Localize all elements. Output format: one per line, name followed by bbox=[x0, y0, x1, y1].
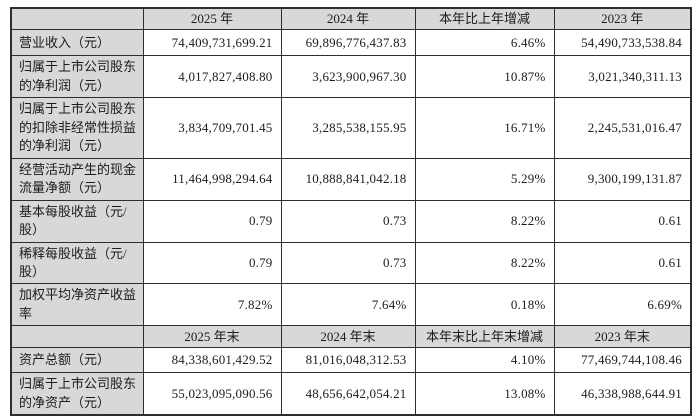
revenue-2024: 69,896,776,437.83 bbox=[280, 29, 416, 57]
table-row-weighted-avg-roe: 加权平均净资产收益率 7.82% 7.64% 0.18% 6.69% bbox=[10, 283, 692, 327]
roe-2023: 6.69% bbox=[553, 283, 692, 327]
deducted-net-profit-2024: 3,285,538,155.95 bbox=[280, 97, 416, 159]
net-profit-yoy: 10.87% bbox=[414, 55, 555, 99]
roe-2024: 7.64% bbox=[280, 283, 416, 327]
revenue-2023: 54,490,733,538.84 bbox=[553, 29, 692, 57]
corner-cell-year-end bbox=[10, 325, 144, 349]
col-header-year-end-change: 本年末比上年末增减 bbox=[414, 325, 555, 349]
row-label-basic-eps: 基本每股收益（元/股） bbox=[10, 199, 144, 243]
table-row-operating-cash-flow: 经营活动产生的现金流量净额（元） 11,464,998,294.64 10,88… bbox=[10, 157, 692, 201]
net-profit-2025: 4,017,827,408.80 bbox=[142, 55, 282, 99]
table-row-total-assets: 资产总额（元） 84,338,601,429.52 81,016,048,312… bbox=[10, 347, 692, 374]
row-label-net-assets: 归属于上市公司股东的净资产（元） bbox=[10, 372, 144, 416]
row-label-total-assets: 资产总额（元） bbox=[10, 347, 144, 374]
roe-2025: 7.82% bbox=[142, 283, 282, 327]
net-profit-2023: 3,021,340,311.13 bbox=[553, 55, 692, 99]
table-row-revenue: 营业收入（元） 74,409,731,699.21 69,896,776,437… bbox=[10, 29, 692, 57]
row-label-revenue: 营业收入（元） bbox=[10, 29, 144, 57]
table-row-net-assets: 归属于上市公司股东的净资产（元） 55,023,095,090.56 48,65… bbox=[10, 372, 692, 416]
basic-eps-2024: 0.73 bbox=[280, 199, 416, 243]
col-header-2023: 2023 年 bbox=[553, 7, 692, 31]
net-assets-2024: 48,656,642,054.21 bbox=[280, 372, 416, 416]
col-header-2023-end: 2023 年末 bbox=[553, 325, 692, 349]
deducted-net-profit-yoy: 16.71% bbox=[414, 97, 555, 159]
total-assets-yoy: 4.10% bbox=[414, 347, 555, 374]
table-row-basic-eps: 基本每股收益（元/股） 0.79 0.73 8.22% 0.61 bbox=[10, 199, 692, 243]
deducted-net-profit-2023: 2,245,531,016.47 bbox=[553, 97, 692, 159]
table-row-diluted-eps: 稀释每股收益（元/股） 0.79 0.73 8.22% 0.61 bbox=[10, 241, 692, 285]
diluted-eps-yoy: 8.22% bbox=[414, 241, 555, 285]
table-row-deducted-net-profit: 归属于上市公司股东的扣除非经常性损益的净利润（元） 3,834,709,701.… bbox=[10, 97, 692, 159]
diluted-eps-2025: 0.79 bbox=[142, 241, 282, 285]
header-row-year-end: 2025 年末 2024 年末 本年末比上年末增减 2023 年末 bbox=[10, 325, 692, 349]
basic-eps-2023: 0.61 bbox=[553, 199, 692, 243]
financial-summary-table: 2025 年 2024 年 本年比上年增减 2023 年 营业收入（元） 74,… bbox=[10, 7, 692, 416]
table-row-net-profit: 归属于上市公司股东的净利润（元） 4,017,827,408.80 3,623,… bbox=[10, 55, 692, 99]
col-header-2024-end: 2024 年末 bbox=[280, 325, 416, 349]
col-header-2025-end: 2025 年末 bbox=[142, 325, 282, 349]
row-label-diluted-eps: 稀释每股收益（元/股） bbox=[10, 241, 144, 285]
total-assets-2023: 77,469,744,108.46 bbox=[553, 347, 692, 374]
row-label-deducted-net-profit: 归属于上市公司股东的扣除非经常性损益的净利润（元） bbox=[10, 97, 144, 159]
cash-flow-yoy: 5.29% bbox=[414, 157, 555, 201]
deducted-net-profit-2025: 3,834,709,701.45 bbox=[142, 97, 282, 159]
cash-flow-2024: 10,888,841,042.18 bbox=[280, 157, 416, 201]
basic-eps-2025: 0.79 bbox=[142, 199, 282, 243]
total-assets-2024: 81,016,048,312.53 bbox=[280, 347, 416, 374]
col-header-2025: 2025 年 bbox=[142, 7, 282, 31]
financial-summary-table-wrap: 2025 年 2024 年 本年比上年增减 2023 年 营业收入（元） 74,… bbox=[10, 7, 692, 416]
basic-eps-yoy: 8.22% bbox=[414, 199, 555, 243]
row-label-weighted-avg-roe: 加权平均净资产收益率 bbox=[10, 283, 144, 327]
cash-flow-2023: 9,300,199,131.87 bbox=[553, 157, 692, 201]
net-profit-2024: 3,623,900,967.30 bbox=[280, 55, 416, 99]
revenue-2025: 74,409,731,699.21 bbox=[142, 29, 282, 57]
diluted-eps-2024: 0.73 bbox=[280, 241, 416, 285]
col-header-2024: 2024 年 bbox=[280, 7, 416, 31]
net-assets-2025: 55,023,095,090.56 bbox=[142, 372, 282, 416]
header-row-annual: 2025 年 2024 年 本年比上年增减 2023 年 bbox=[10, 7, 692, 31]
col-header-yoy-change: 本年比上年增减 bbox=[414, 7, 555, 31]
cash-flow-2025: 11,464,998,294.64 bbox=[142, 157, 282, 201]
row-label-operating-cash-flow: 经营活动产生的现金流量净额（元） bbox=[10, 157, 144, 201]
diluted-eps-2023: 0.61 bbox=[553, 241, 692, 285]
revenue-yoy: 6.46% bbox=[414, 29, 555, 57]
row-label-net-profit: 归属于上市公司股东的净利润（元） bbox=[10, 55, 144, 99]
net-assets-yoy: 13.08% bbox=[414, 372, 555, 416]
net-assets-2023: 46,338,988,644.91 bbox=[553, 372, 692, 416]
corner-cell bbox=[10, 7, 144, 31]
total-assets-2025: 84,338,601,429.52 bbox=[142, 347, 282, 374]
roe-yoy: 0.18% bbox=[414, 283, 555, 327]
